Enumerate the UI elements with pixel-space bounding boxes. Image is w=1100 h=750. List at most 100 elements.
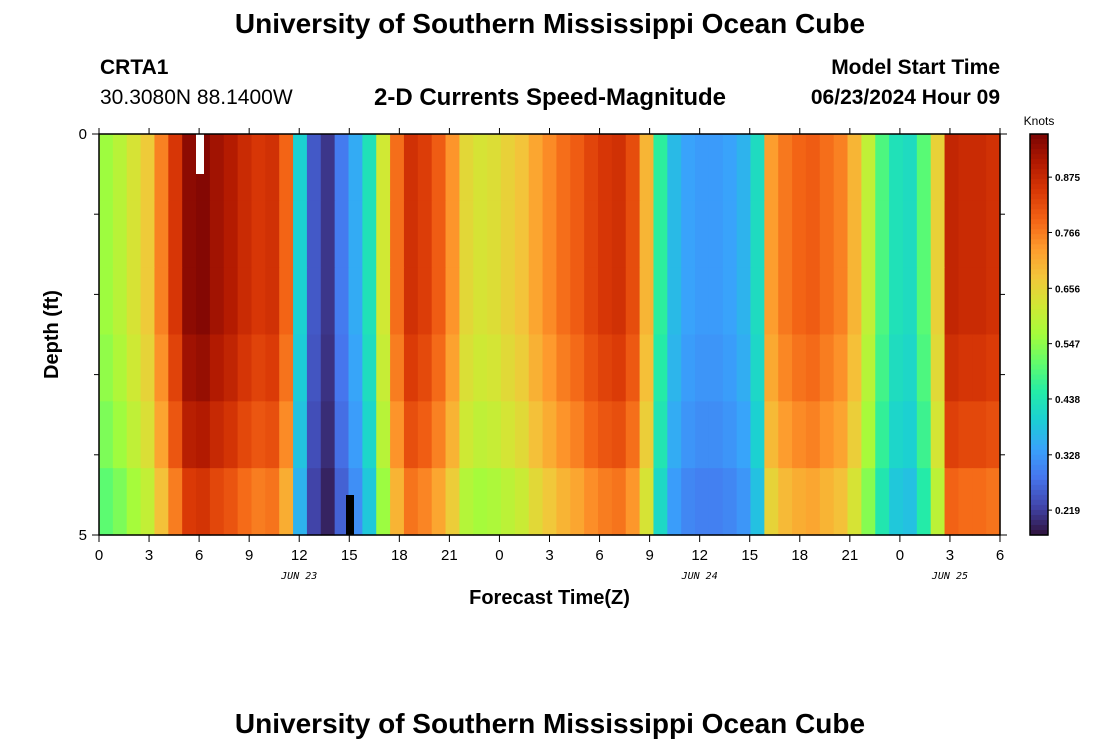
heatmap-cell (847, 468, 862, 536)
heatmap-cell (417, 468, 433, 536)
colorbar-segment (1030, 394, 1048, 401)
heatmap-cell (459, 134, 474, 202)
heatmap-cell (736, 468, 752, 536)
heatmap-cell (445, 468, 460, 536)
heatmap-cell (805, 334, 821, 402)
heatmap-cell (445, 334, 460, 402)
heatmap-cell (750, 468, 765, 536)
colorbar-segment (1030, 264, 1048, 270)
heatmap-cell (847, 334, 862, 402)
heatmap-cell (182, 267, 197, 336)
heatmap-cell (681, 401, 696, 469)
heatmap-cell (251, 200, 266, 269)
heatmap-cell (126, 200, 142, 269)
heatmap-cell (598, 401, 613, 469)
heatmap-cell (417, 200, 433, 269)
x-tick-label: 6 (595, 547, 603, 564)
heatmap-cell (126, 134, 142, 202)
heatmap-cell (431, 267, 447, 336)
heatmap-cell (889, 200, 904, 269)
heatmap-cell (584, 334, 599, 402)
heatmap-cell (778, 401, 793, 469)
colorbar-segment (1030, 304, 1048, 311)
x-tick-label: 21 (841, 547, 858, 564)
main-title: University of Southern Mississippi Ocean… (234, 8, 866, 39)
heatmap-cell (209, 134, 225, 202)
colorbar-segment (1030, 524, 1048, 531)
heatmap-cell (986, 468, 1001, 536)
heatmap-cell (99, 334, 114, 402)
date-label: JUN 25 (931, 571, 968, 582)
x-axis-label: Forecast Time(Z) (469, 587, 630, 609)
heatmap-cell (265, 334, 280, 402)
heatmap-cell (473, 200, 488, 269)
station-id: CRTA1 (100, 56, 169, 79)
heatmap-cell (875, 200, 890, 269)
colorbar-segment (1030, 324, 1048, 331)
heatmap-cell (805, 401, 821, 469)
heatmap-cell (722, 267, 738, 336)
heatmap-cell (611, 267, 627, 336)
colorbar-segment (1030, 504, 1048, 511)
heatmap-cell (570, 468, 585, 536)
heatmap-cell (944, 200, 960, 269)
heatmap-cell (140, 200, 156, 269)
heatmap-cell (695, 401, 710, 469)
heatmap-cell (916, 334, 932, 402)
heatmap-cell (667, 468, 682, 536)
heatmap-cell (112, 401, 128, 469)
heatmap-cell (459, 401, 474, 469)
heatmap-cell (293, 267, 308, 336)
heatmap-cell (237, 134, 253, 202)
heatmap-cell (972, 401, 987, 469)
heatmap-cell (362, 200, 377, 269)
heatmap-cell (778, 134, 793, 202)
colorbar-segment (1030, 424, 1048, 431)
heatmap-cell (293, 200, 308, 269)
heatmap-cell (611, 134, 627, 202)
heatmap-cell (348, 134, 363, 202)
heatmap-cell (653, 401, 668, 469)
heatmap-cell (182, 468, 197, 536)
heatmap-cell (390, 200, 405, 269)
heatmap-cell (750, 200, 765, 269)
colorbar-tick-label: 0.547 (1055, 340, 1080, 351)
colorbar-segment (1030, 329, 1048, 336)
heatmap-cell (805, 200, 821, 269)
heatmap-cell (625, 200, 641, 269)
heatmap-cell (431, 134, 447, 202)
heatmap-cell (293, 468, 308, 536)
heatmap-cell (348, 334, 363, 402)
heatmap-cell (279, 468, 294, 536)
heatmap-cell (182, 334, 197, 402)
colorbar-tick-label: 0.656 (1055, 284, 1080, 295)
colorbar-segment (1030, 299, 1048, 306)
heatmap-cell (376, 267, 391, 336)
heatmap-cell (334, 200, 350, 269)
heatmap-cell (681, 468, 696, 536)
heatmap-cell (556, 267, 571, 336)
heatmap-cell (168, 468, 183, 536)
heatmap-cell (182, 134, 197, 202)
heatmap-cell (182, 200, 197, 269)
heatmap-cell (279, 334, 294, 402)
x-tick-label: 9 (245, 547, 253, 564)
heatmap-cell (251, 134, 266, 202)
heatmap-cell (819, 134, 835, 202)
colorbar-segment (1030, 474, 1048, 481)
colorbar-segment (1030, 369, 1048, 376)
heatmap-cell (902, 200, 918, 269)
colorbar-segment (1030, 254, 1048, 260)
heatmap-cell (265, 267, 280, 336)
axes: 0 3 6 9 12 15 18 21 0 3 6 9 12 15 18 21 0 3 6 JUN 23 JUN 24 J… (79, 126, 1007, 582)
heatmap-cell (376, 134, 391, 202)
colorbar-segment (1030, 379, 1048, 386)
heatmap-cell (625, 267, 641, 336)
heatmap-cell (986, 267, 1001, 336)
heatmap-cell (320, 468, 336, 536)
heatmap-cell (695, 334, 710, 402)
colorbar: 0.219 0.328 0.438 0.547 0.656 0.766 0.875 (1029, 133, 1080, 536)
heatmap-cell (875, 334, 890, 402)
heatmap-cell (140, 468, 156, 536)
colorbar-segment (1030, 319, 1048, 326)
